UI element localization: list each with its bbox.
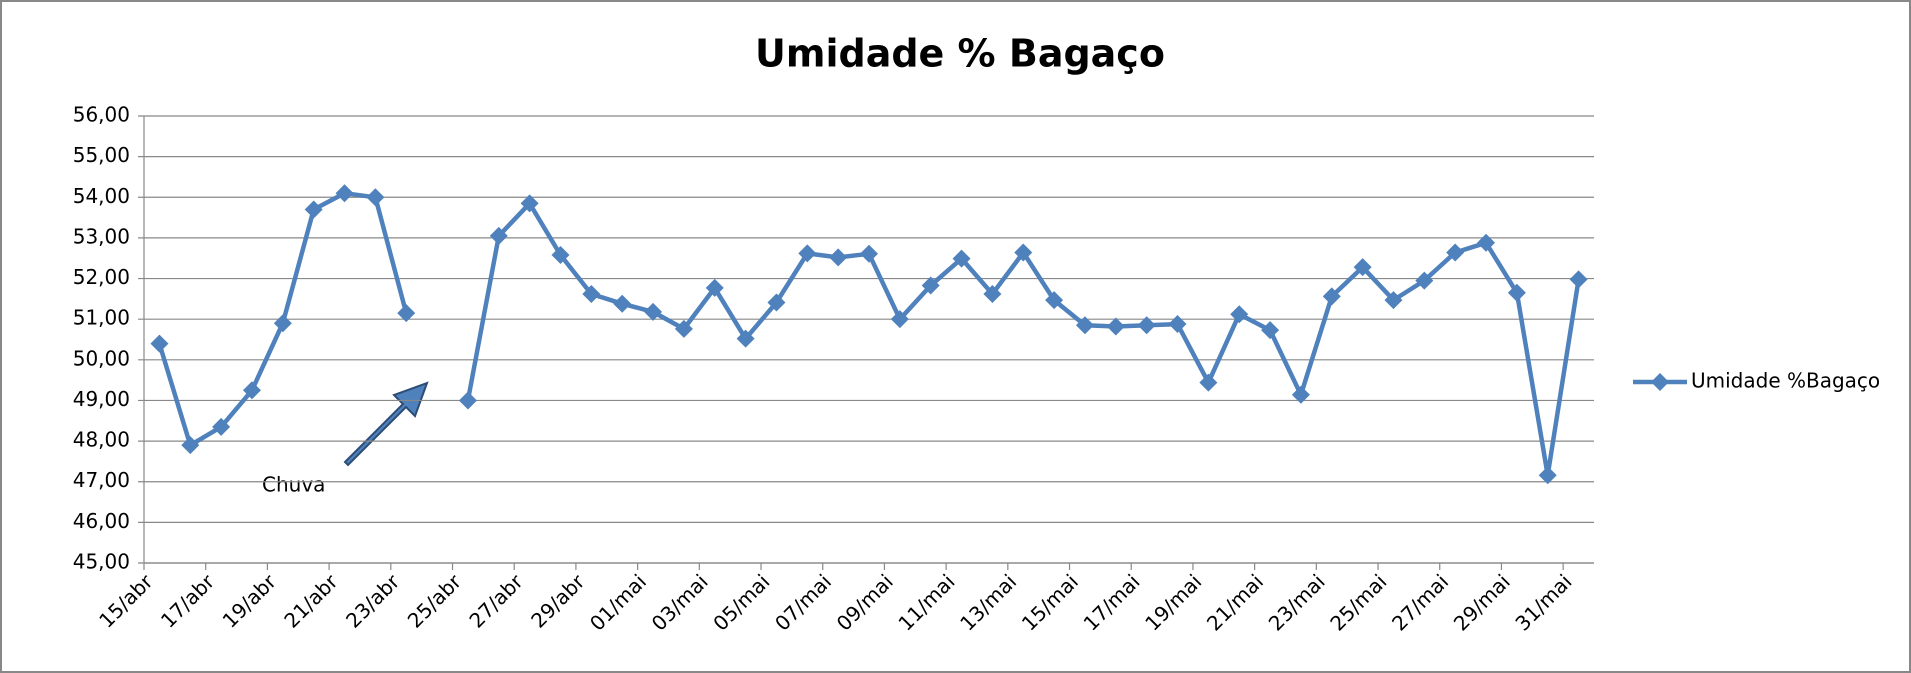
marker (1291, 385, 1310, 404)
y-tick-label: 47,00 (73, 468, 130, 492)
marker (1446, 243, 1465, 262)
legend-marker (1651, 373, 1669, 391)
marker (489, 226, 508, 245)
marker (1507, 283, 1526, 302)
marker (273, 314, 292, 333)
marker (983, 284, 1002, 303)
marker (366, 188, 385, 207)
marker (212, 417, 231, 436)
chart-title: Umidade % Bagaço (755, 32, 1165, 76)
marker (242, 381, 261, 400)
rain-arrow (343, 381, 429, 467)
marker (1538, 466, 1557, 485)
marker (921, 276, 940, 295)
y-tick-label: 55,00 (73, 143, 130, 167)
marker (829, 248, 848, 267)
marker (860, 244, 878, 263)
marker (582, 284, 601, 303)
y-tick-label: 45,00 (73, 550, 130, 574)
marker (304, 200, 323, 219)
y-tick-label: 46,00 (73, 509, 130, 533)
marker (335, 184, 354, 203)
marker (674, 319, 693, 338)
y-tick-label: 53,00 (73, 224, 130, 248)
marker (1477, 233, 1496, 252)
marker (1569, 270, 1588, 289)
marker (1322, 287, 1341, 306)
marker (150, 334, 169, 353)
annotation: Chuva (262, 473, 325, 497)
marker (1353, 258, 1372, 277)
marker (644, 302, 663, 321)
y-tick-label: 52,00 (73, 265, 130, 289)
marker (458, 391, 477, 410)
y-tick-label: 51,00 (73, 306, 130, 330)
marker (767, 293, 786, 312)
marker (520, 194, 539, 213)
marker (1137, 316, 1156, 335)
marker (705, 278, 724, 297)
marker (1168, 315, 1187, 334)
marker (1199, 373, 1218, 392)
marker (397, 304, 416, 323)
legend-label: Umidade %Bagaço (1691, 369, 1880, 393)
y-tick-label: 49,00 (73, 387, 130, 411)
y-tick-label: 48,00 (73, 428, 130, 452)
marker (736, 329, 755, 348)
marker (1075, 316, 1094, 335)
y-tick-label: 50,00 (73, 346, 130, 370)
marker (1384, 291, 1403, 310)
marker (1106, 317, 1125, 336)
marker (952, 249, 971, 268)
marker (1415, 271, 1434, 290)
marker (613, 294, 632, 313)
y-tick-label: 56,00 (73, 103, 130, 127)
marker (890, 310, 909, 329)
marker (181, 436, 200, 455)
marker (798, 244, 817, 263)
marker (1261, 321, 1280, 340)
y-tick-label: 54,00 (73, 184, 130, 208)
marker (1230, 305, 1249, 324)
marker (551, 245, 570, 264)
marker (1014, 243, 1033, 262)
marker (1045, 291, 1064, 310)
